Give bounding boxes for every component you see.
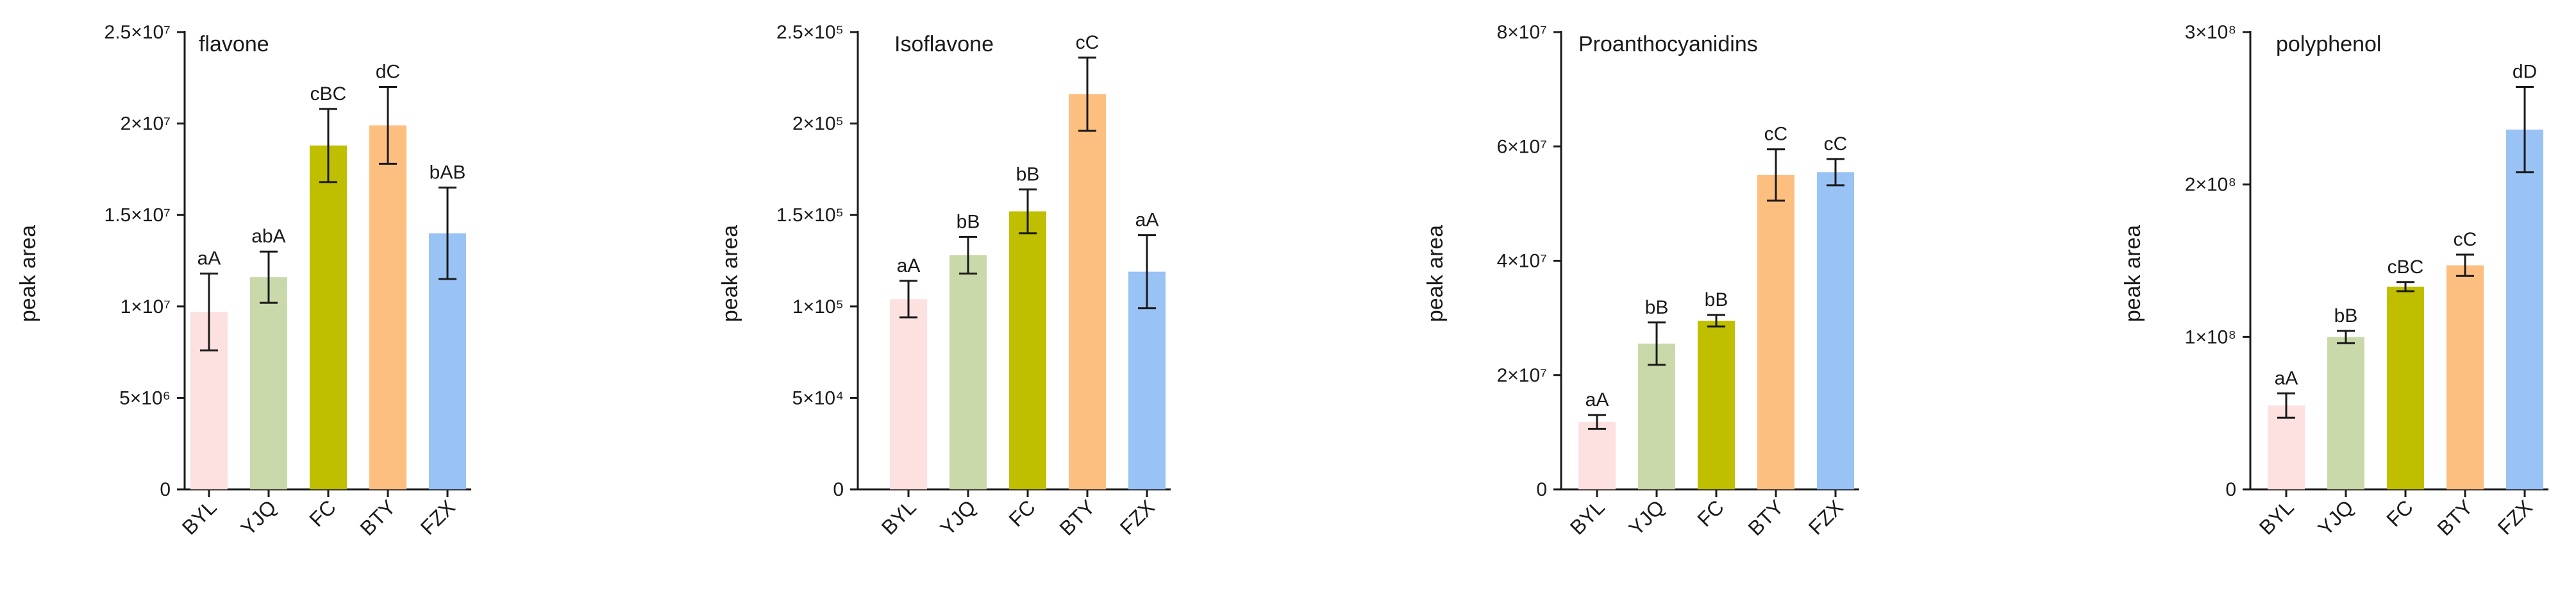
y-axis-title: peak area	[1423, 225, 1448, 322]
y-axis-title: peak area	[16, 225, 40, 322]
significance-label: dD	[2513, 62, 2537, 83]
bar-yjq	[1638, 343, 1675, 489]
category-label-yjq: YJQ	[2313, 495, 2357, 539]
category-label-bty: BTY	[355, 495, 399, 539]
y-tick-label: 5×10⁶	[119, 387, 171, 409]
significance-label: bB	[957, 211, 980, 232]
bar-fc	[2387, 286, 2424, 489]
significance-label: dC	[376, 62, 400, 83]
category-label-fzx: FZX	[1116, 495, 1159, 539]
y-tick-label: 6×10⁷	[1497, 136, 1547, 157]
y-tick-label: 0	[1536, 479, 1547, 500]
bar-fc	[1009, 211, 1046, 489]
bar-byl	[2268, 405, 2305, 489]
bar-fc	[310, 145, 347, 490]
y-tick-label: 2.5×10⁷	[105, 22, 171, 43]
bar-yjq	[2327, 337, 2364, 489]
significance-label: aA	[197, 248, 221, 269]
chart-title: polyphenol	[2276, 32, 2381, 56]
significance-label: bB	[1016, 164, 1040, 185]
bar-byl	[890, 299, 927, 489]
significance-label: cC	[2454, 229, 2477, 250]
y-tick-label: 1.5×10⁵	[776, 205, 844, 226]
y-tick-label: 5×10⁴	[792, 387, 844, 409]
category-label-fzx: FZX	[2493, 495, 2537, 539]
category-label-fc: FC	[2382, 495, 2418, 531]
y-tick-label: 3×10⁸	[2185, 22, 2236, 43]
significance-label: aA	[1135, 210, 1159, 231]
y-tick-label: 8×10⁷	[1497, 22, 1547, 43]
category-label-bty: BTY	[1055, 495, 1099, 539]
y-tick-label: 2×10⁷	[121, 114, 171, 135]
chart-panel-4: 0 1×10⁸ 2×10⁸ 3×10⁸ peak area polyphenol aA BYL…	[2121, 22, 2548, 540]
category-label-byl: BYL	[178, 495, 221, 539]
category-label-bty: BTY	[2432, 495, 2477, 539]
significance-label: cBC	[2388, 257, 2424, 278]
bar-bty	[1757, 174, 1794, 489]
y-tick-label: 2×10⁸	[2185, 174, 2236, 196]
bar-fzx	[1817, 172, 1854, 489]
significance-label: cBC	[310, 83, 347, 105]
bar-yjq	[250, 277, 287, 489]
chart-panel-1: 0 5×10⁶ 1×10⁷ 1.5×10⁷ 2×10⁷ 2.5×10⁷ peak area f…	[16, 22, 471, 540]
category-label-fc: FC	[1693, 495, 1728, 531]
bar-fc	[1698, 321, 1735, 489]
chart-panel-2: 0 5×10⁴ 1×10⁵ 1.5×10⁵ 2×10⁵ 2.5×10⁵ peak area I…	[718, 22, 1171, 540]
category-label-bty: BTY	[1743, 495, 1787, 539]
significance-label: bB	[1645, 297, 1669, 318]
y-tick-label: 1.5×10⁷	[105, 205, 171, 226]
y-axis-title: peak area	[718, 225, 742, 322]
y-tick-label: 1×10⁵	[792, 296, 844, 317]
category-label-fc: FC	[1004, 495, 1040, 531]
significance-label: aA	[2275, 368, 2298, 389]
category-label-byl: BYL	[1566, 495, 1609, 539]
category-label-byl: BYL	[2255, 495, 2298, 539]
significance-label: bB	[2334, 305, 2358, 326]
y-tick-label: 0	[160, 479, 171, 500]
bar-fzx	[2506, 130, 2543, 489]
significance-label: aA	[897, 255, 921, 276]
significance-label: aA	[1585, 389, 1609, 410]
bar-bty	[1069, 94, 1106, 489]
bar-byl	[1578, 421, 1616, 489]
category-label-fc: FC	[305, 495, 340, 531]
chart-title: Proanthocyanidins	[1578, 32, 1758, 56]
y-tick-label: 1×10⁷	[121, 296, 171, 317]
y-tick-label: 2×10⁵	[792, 114, 844, 135]
chart-title: flavone	[199, 32, 269, 56]
y-tick-label: 2.5×10⁵	[776, 22, 844, 43]
y-tick-label: 4×10⁷	[1497, 251, 1547, 272]
y-tick-label: 0	[833, 479, 844, 500]
category-label-yjq: YJQ	[935, 495, 980, 539]
y-tick-label: 0	[2225, 479, 2236, 500]
significance-label: cC	[1824, 133, 1848, 155]
bar-bty	[2446, 265, 2484, 489]
category-label-yjq: YJQ	[1624, 495, 1668, 539]
category-label-yjq: YJQ	[236, 495, 280, 539]
significance-label: cC	[1764, 124, 1788, 145]
chart-title: Isoflavone	[894, 32, 994, 56]
category-label-byl: BYL	[877, 495, 921, 539]
bar-bty	[369, 125, 406, 489]
y-tick-label: 1×10⁸	[2185, 326, 2236, 348]
significance-label: abA	[251, 226, 285, 247]
chart-panel-3: 0 2×10⁷ 4×10⁷ 6×10⁷ 8×10⁷ peak area Proanthocy…	[1423, 22, 1859, 540]
y-tick-label: 2×10⁷	[1497, 365, 1547, 386]
significance-label: bB	[1705, 289, 1728, 310]
y-axis-title: peak area	[2121, 225, 2145, 322]
significance-label: bAB	[430, 162, 466, 183]
bar-yjq	[949, 255, 987, 489]
category-label-fzx: FZX	[1804, 495, 1848, 539]
significance-label: cC	[1076, 32, 1100, 53]
category-label-fzx: FZX	[416, 495, 460, 539]
